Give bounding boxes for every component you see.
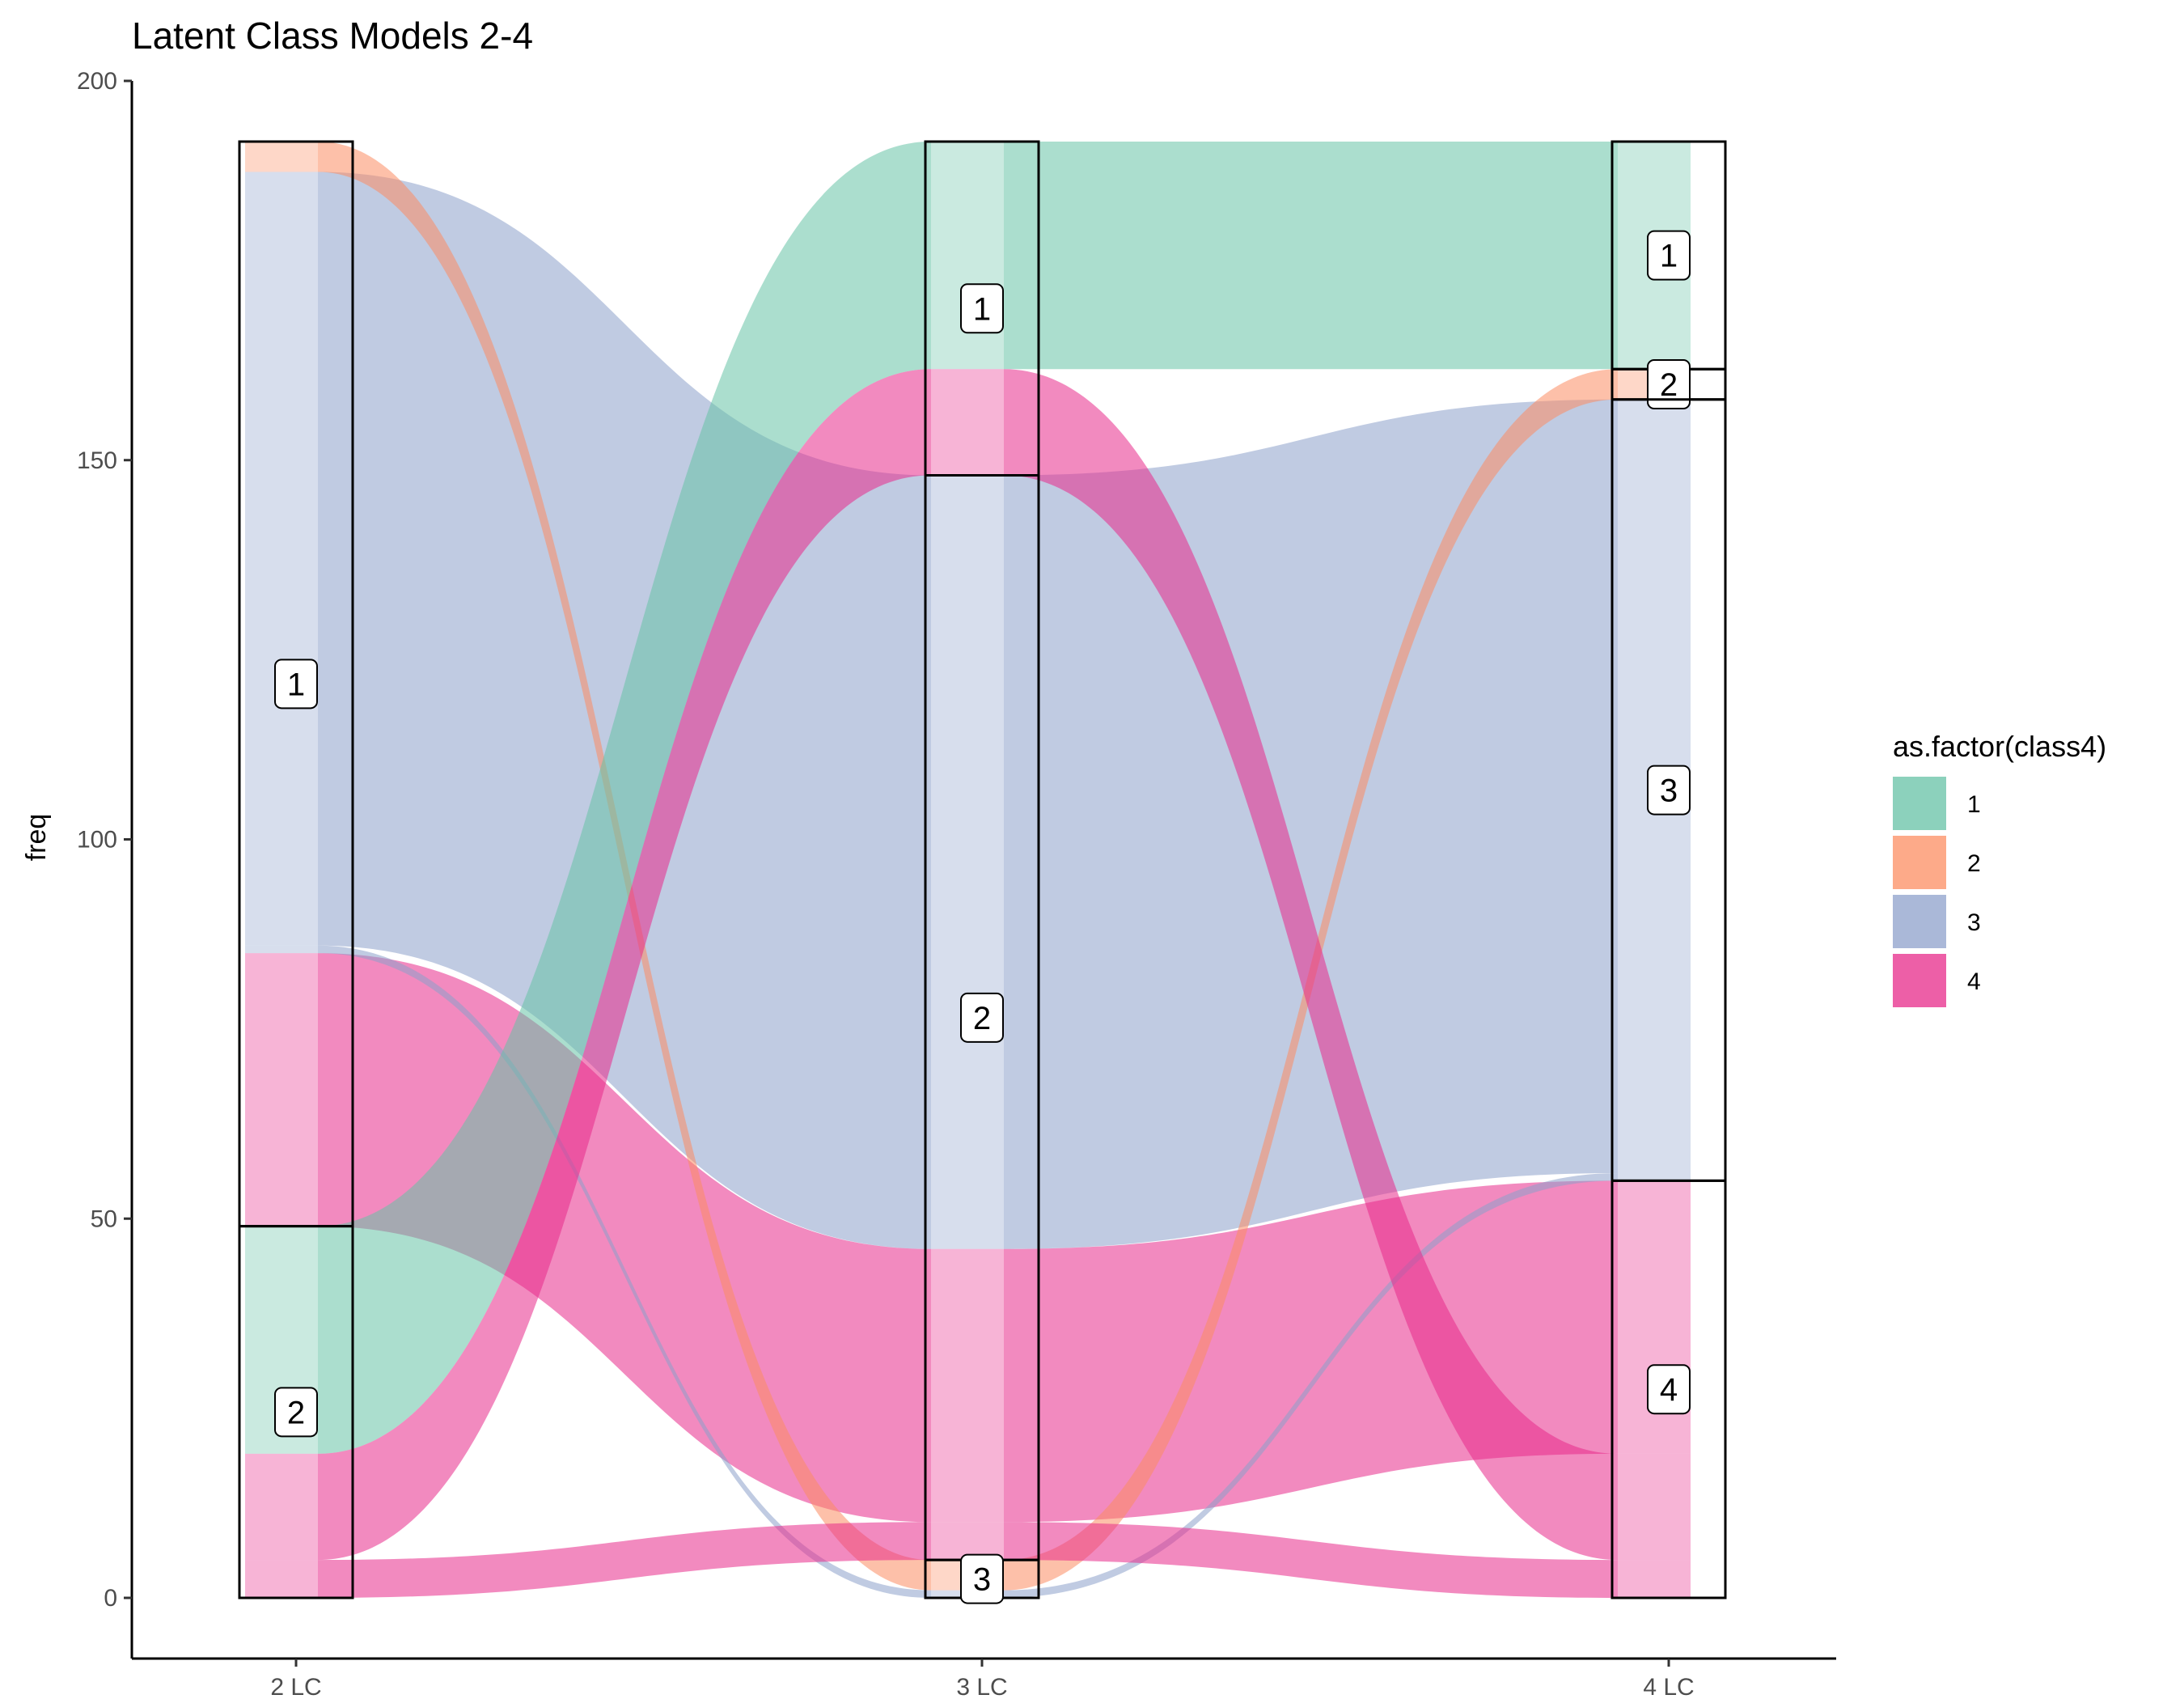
flow-lode-1-2-3-axis1: [245, 172, 318, 946]
flow-lode-2-2-4-axis1: [245, 1560, 318, 1598]
stratum-label-box-2-1: [1647, 230, 1691, 281]
stratum-box-2-4: [1610, 1179, 1727, 1599]
flow-2-1-1-seg2: [1004, 142, 1618, 370]
stratum-label-0-2: 2: [287, 1395, 305, 1430]
y-tick-label-200: 200: [77, 68, 117, 95]
flow-lode-2-1-4-axis3: [1618, 1453, 1691, 1561]
flow-lode-1-2-3-axis2: [931, 475, 1004, 1249]
stratum-label-1-1: 1: [973, 291, 991, 327]
legend-label-1: 1: [1967, 791, 1981, 818]
legend-title: as.factor(class4): [1893, 730, 2106, 763]
flow-1-2-3-seg2: [1004, 399, 1618, 1249]
stratum-label-box-2-4: [1647, 1364, 1691, 1415]
flow-2-1-1-seg1: [318, 142, 931, 1454]
stratum-label-box-1-2: [960, 992, 1004, 1043]
stratum-box-0-2: [238, 1225, 354, 1599]
flow-1-3-3-seg1: [318, 945, 931, 1598]
axes-layer: 0 50 100 150 200 2 LC 3 LC 4 LC: [77, 68, 1836, 1699]
chart-title: Latent Class Models 2-4: [132, 15, 533, 57]
stratum-label-box-2-2: [1647, 359, 1691, 409]
stratum-label-1-2: 2: [973, 1001, 991, 1036]
y-tick-label-100: 100: [77, 827, 117, 854]
flow-lode-1-3-2-axis1: [245, 142, 318, 172]
stratum-label-0-1: 1: [287, 667, 305, 702]
stratum-label-2-3: 3: [1660, 773, 1678, 809]
stratum-label-box-2-3: [1647, 765, 1691, 816]
y-tick-label-50: 50: [91, 1205, 117, 1232]
stratum-label-1-3: 3: [973, 1562, 991, 1598]
flow-lode-2-2-4-axis3: [1618, 1560, 1691, 1598]
stratum-label-2-1: 1: [1660, 239, 1678, 274]
legend-label-4: 4: [1967, 968, 1981, 995]
strata-layer: 1 2 1 2 3 1 2 3 4: [238, 140, 1727, 1604]
flow-2-2-4-seg1: [318, 1522, 931, 1598]
flows-layer: [245, 142, 1691, 1598]
legend-swatch-4: [1893, 954, 1946, 1007]
flow-2-1-4-seg1: [318, 369, 931, 1561]
flow-lode-1-3-3-axis1: [245, 945, 318, 954]
y-axis-label: freq: [21, 814, 52, 862]
y-tick-label-150: 150: [77, 447, 117, 474]
flow-lode-1-2-4-axis1: [245, 953, 318, 1227]
stratum-label-2-2: 2: [1660, 367, 1678, 403]
x-tick-label-1: 3 LC: [956, 1674, 1007, 1699]
legend-label-3: 3: [1967, 909, 1981, 936]
legend-swatch-2: [1893, 836, 1946, 889]
flow-1-2-4-seg1: [318, 953, 931, 1523]
flow-2-1-4-seg2: [1004, 369, 1618, 1561]
flow-lode-2-1-4-axis1: [245, 1453, 318, 1561]
flow-lode-2-1-4-axis2: [931, 369, 1004, 476]
stratum-label-box-0-1: [274, 659, 318, 710]
legend-swatch-3: [1893, 895, 1946, 948]
flow-2-2-4-seg2: [1004, 1522, 1618, 1598]
legend-swatch-1: [1893, 777, 1946, 830]
flow-1-3-3-seg2: [1004, 1173, 1618, 1598]
stratum-label-box-0-2: [274, 1387, 318, 1438]
legend: as.factor(class4) 1 2 3 4: [1893, 730, 2106, 1007]
flow-lode-1-3-3-axis3: [1618, 1173, 1691, 1181]
stratum-label-2-4: 4: [1660, 1372, 1678, 1408]
stratum-label-box-1-1: [960, 283, 1004, 334]
y-tick-label-0: 0: [104, 1585, 117, 1612]
flow-lode-2-2-4-axis2: [931, 1522, 1004, 1561]
stratum-label-box-1-3: [960, 1553, 1004, 1604]
x-tick-label-2: 4 LC: [1643, 1674, 1694, 1699]
flow-lode-1-2-4-axis2: [931, 1248, 1004, 1523]
legend-label-2: 2: [1967, 850, 1981, 877]
flow-lode-2-1-1-axis2: [931, 142, 1004, 370]
x-tick-label-0: 2 LC: [270, 1674, 321, 1699]
